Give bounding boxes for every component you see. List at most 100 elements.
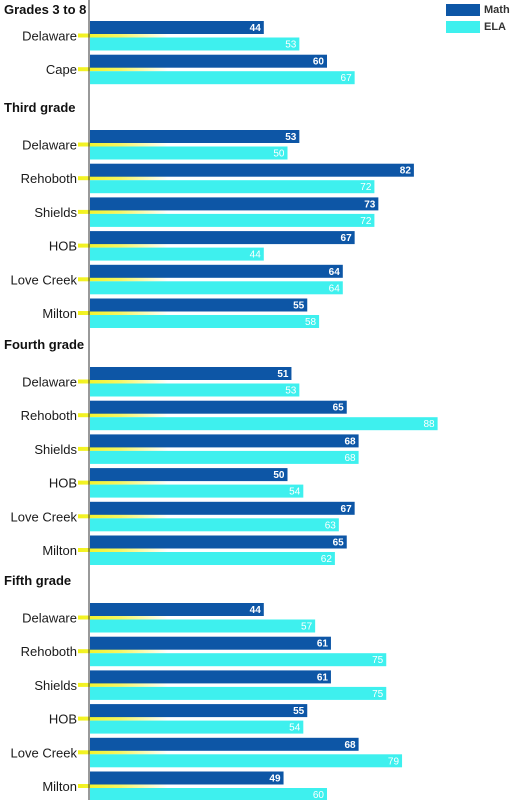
leader-band <box>78 548 168 552</box>
data-label-ela: 64 <box>329 283 341 294</box>
data-label-math: 50 <box>273 470 285 481</box>
category-label: Milton <box>42 543 77 558</box>
bar-ela <box>90 450 359 464</box>
category-label: Love Creek <box>11 509 78 524</box>
leader-band <box>78 716 168 721</box>
data-label-ela: 75 <box>372 689 384 700</box>
data-label-math: 65 <box>333 403 345 414</box>
leader-band <box>78 379 168 384</box>
legend-swatch-ela <box>446 21 480 33</box>
legend-label-math: Math <box>484 4 510 16</box>
leader-band <box>78 209 168 214</box>
category-label: Milton <box>42 306 77 321</box>
data-label-ela: 72 <box>360 182 372 193</box>
bar-math <box>90 535 347 549</box>
bar-math <box>90 670 331 684</box>
bar-math <box>90 400 347 414</box>
data-label-ela: 63 <box>325 520 337 531</box>
bar-math <box>90 54 327 68</box>
data-label-ela: 57 <box>301 622 313 633</box>
category-label: Delaware <box>22 375 77 390</box>
legend-item-math: Math <box>446 2 510 18</box>
leader-band <box>78 277 168 282</box>
leader-band <box>78 446 168 451</box>
data-label-math: 67 <box>341 504 353 515</box>
bar-math <box>90 468 288 482</box>
category-label: Shields <box>34 678 77 693</box>
legend-swatch-math <box>446 4 480 16</box>
data-label-math: 67 <box>341 233 353 244</box>
category-label: Delaware <box>22 611 77 626</box>
legend: Math ELA <box>446 2 510 36</box>
data-label-math: 82 <box>400 166 412 177</box>
data-label-ela: 54 <box>289 487 301 498</box>
category-label: Shields <box>34 442 77 457</box>
data-label-math: 60 <box>313 57 325 68</box>
group-title: Third grade <box>4 100 76 115</box>
leader-band <box>78 480 168 485</box>
data-label-ela: 68 <box>344 453 356 464</box>
data-label-ela: 88 <box>423 419 435 430</box>
data-label-ela: 79 <box>388 756 400 767</box>
legend-item-ela: ELA <box>446 19 510 35</box>
leader-band <box>78 176 168 181</box>
bar-ela <box>90 146 288 160</box>
bar-ela <box>90 552 335 565</box>
bar-ela <box>90 619 316 633</box>
category-label: Milton <box>42 779 77 794</box>
leader-band <box>78 682 168 687</box>
leader-band <box>78 784 168 788</box>
data-label-math: 68 <box>344 740 356 751</box>
bar-ela <box>90 653 387 667</box>
bar-ela <box>90 383 300 397</box>
bar-math <box>90 704 308 718</box>
data-label-ela: 54 <box>289 723 301 734</box>
data-label-math: 55 <box>293 301 305 312</box>
leader-band <box>78 311 168 315</box>
bar-math <box>90 501 355 515</box>
data-label-math: 51 <box>277 369 289 380</box>
group-title: Fourth grade <box>4 337 84 352</box>
data-label-ela: 62 <box>321 554 333 565</box>
data-label-math: 65 <box>333 538 345 549</box>
data-label-ela: 72 <box>360 216 372 227</box>
category-label: Rehoboth <box>21 171 77 186</box>
data-label-ela: 60 <box>313 790 325 800</box>
bar-math <box>90 771 284 785</box>
data-label-math: 61 <box>317 639 329 650</box>
data-label-math: 68 <box>344 436 356 447</box>
bar-math <box>90 163 414 177</box>
category-label: Love Creek <box>11 272 78 287</box>
leader-band <box>78 413 168 418</box>
bar-math <box>90 603 264 616</box>
data-label-math: 53 <box>285 132 297 143</box>
category-label: Cape <box>46 62 77 77</box>
data-label-ela: 53 <box>285 40 297 51</box>
data-label-ela: 53 <box>285 386 297 397</box>
bar-ela <box>90 754 403 768</box>
bar-math <box>90 231 355 245</box>
category-label: Rehoboth <box>21 644 77 659</box>
data-label-math: 61 <box>317 672 329 683</box>
bar-ela <box>90 518 339 532</box>
bar-ela <box>90 315 320 328</box>
bar-math <box>90 434 359 448</box>
data-label-math: 44 <box>250 605 262 616</box>
group-title: Fifth grade <box>4 573 71 588</box>
data-label-math: 44 <box>250 23 262 34</box>
bar-ela <box>90 281 343 295</box>
category-label: Love Creek <box>11 745 78 760</box>
data-label-math: 73 <box>364 199 376 210</box>
bar-ela <box>90 71 355 85</box>
leader-band <box>78 142 168 147</box>
category-label: HOB <box>49 712 77 727</box>
bar-ela <box>90 37 300 51</box>
category-label: Delaware <box>22 138 77 153</box>
data-label-ela: 50 <box>273 149 285 160</box>
data-label-ela: 44 <box>250 250 262 261</box>
bar-ela <box>90 247 264 261</box>
leader-band <box>78 514 168 519</box>
bar-ela <box>90 180 375 194</box>
bar-math <box>90 737 359 751</box>
